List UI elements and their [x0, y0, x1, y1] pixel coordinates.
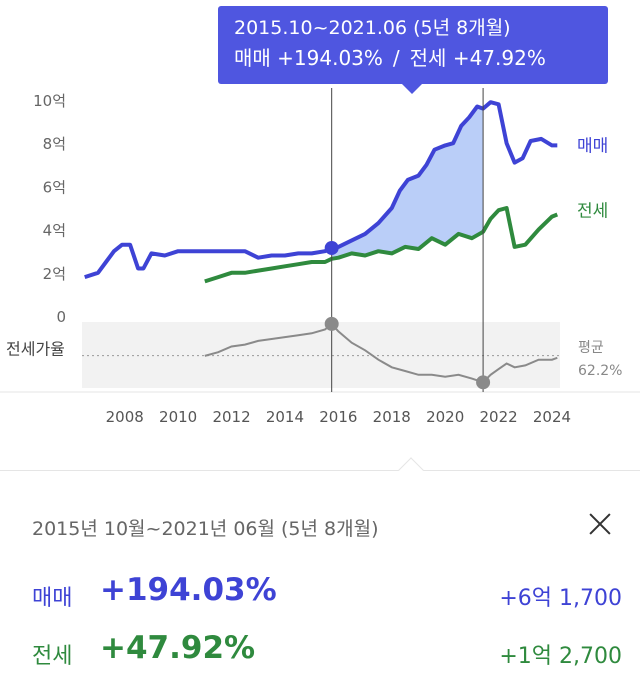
tooltip-sale: 매매 +194.03% [234, 46, 383, 70]
close-icon[interactable] [584, 508, 616, 540]
series-line-sale [84, 100, 558, 280]
price-chart[interactable]: 10억 8억 6억 4억 2억 0 2008 2010 2012 2014 2016 2018 2020… [0, 0, 640, 440]
panel-divider [0, 470, 640, 471]
sale-label: 매매 [32, 586, 73, 611]
x-tick-label: 2022 [479, 408, 517, 426]
ratio-avg-value: 62.2% [578, 363, 622, 379]
x-tick-label: 2020 [426, 408, 464, 426]
y-tick-label: 4억 [43, 222, 66, 240]
ratio-line [204, 322, 558, 384]
sale-amount: +6억 1,700 [499, 586, 622, 611]
y-tick-label: 2억 [43, 265, 66, 283]
y-tick-label: 6억 [43, 178, 66, 196]
sale-percent: +194.03% [100, 572, 277, 608]
panel-range: 2015년 10월~2021년 06월 (5년 8개월) [32, 518, 379, 540]
tooltip-separator: / [392, 46, 400, 70]
x-tick-label: 2018 [373, 408, 411, 426]
x-tick-label: 2010 [159, 408, 197, 426]
selection-tooltip: 2015.10~2021.06 (5년 8개월) 매매 +194.03% / 전세 … [218, 6, 608, 94]
legend-sale: 매매 [577, 136, 608, 156]
ratio-avg-label: 평균 [578, 340, 604, 356]
jeonse-amount: +1억 2,700 [499, 644, 622, 669]
ratio-label: 전세가율 [6, 340, 65, 359]
x-tick-label: 2014 [266, 408, 304, 426]
jeonse-label: 전세 [32, 644, 73, 669]
y-tick-label: 8억 [43, 135, 66, 153]
jeonse-row: 전세 +47.92% +1억 2,700 [32, 630, 622, 674]
summary-panel: 2015년 10월~2021년 06월 (5년 8개월) 매매 +194.03%… [0, 490, 640, 675]
y-tick-label: 10억 [33, 92, 66, 110]
x-tick-label: 2008 [106, 408, 144, 426]
series-line-jeonse [204, 206, 559, 284]
tooltip-values: 매매 +194.03% / 전세 +47.92% [234, 42, 592, 74]
jeonse-percent: +47.92% [100, 630, 256, 666]
y-tick-label: 0 [56, 308, 66, 326]
sale-row: 매매 +194.03% +6억 1,700 [32, 572, 622, 616]
panel-pointer [398, 457, 424, 483]
ratio-start-marker [324, 316, 339, 331]
legend-jeonse: 전세 [577, 201, 608, 221]
ratio-end-marker [476, 375, 491, 390]
x-tick-label: 2012 [212, 408, 250, 426]
x-tick-label: 2024 [533, 408, 571, 426]
chart-canvas[interactable]: 10억 8억 6억 4억 2억 0 2008 2010 2012 2014 2016 2018 2020… [0, 0, 640, 440]
tooltip-jeonse: 전세 +47.92% [409, 46, 546, 70]
selection-start-marker [324, 240, 339, 255]
tooltip-range: 2015.10~2021.06 (5년 8개월) [234, 17, 511, 39]
x-tick-label: 2016 [319, 408, 357, 426]
